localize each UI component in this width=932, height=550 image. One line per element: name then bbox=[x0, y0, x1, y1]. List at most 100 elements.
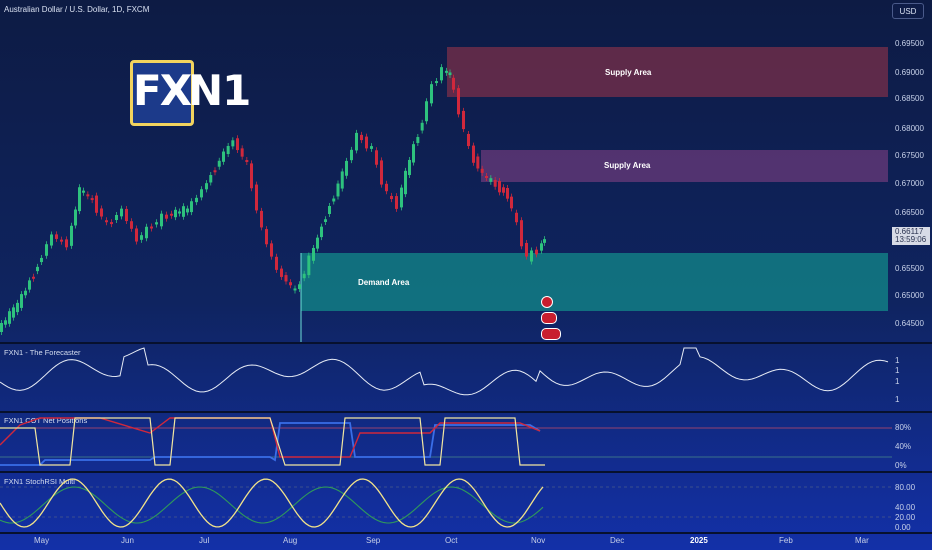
candle-body bbox=[412, 144, 415, 163]
time-tick: 2025 bbox=[690, 536, 708, 545]
current-price-label: 0.66117 13:59:06 bbox=[892, 227, 930, 245]
pane-divider[interactable] bbox=[0, 342, 932, 344]
candle-body bbox=[165, 214, 168, 219]
supply-zone-lower bbox=[481, 150, 888, 182]
candle-body bbox=[307, 255, 311, 276]
candle-body bbox=[380, 160, 383, 185]
candle-body bbox=[250, 163, 253, 189]
cot-tick: 80% bbox=[895, 423, 912, 432]
price-chart[interactable] bbox=[0, 0, 892, 343]
pane-divider[interactable] bbox=[0, 411, 932, 413]
candle-body bbox=[535, 249, 538, 255]
logo-n1-text: N1 bbox=[188, 66, 251, 115]
time-tick: Jun bbox=[121, 536, 134, 545]
candle-body bbox=[448, 72, 452, 76]
price-tick: 0.65500 bbox=[895, 264, 924, 273]
candle-body bbox=[60, 239, 63, 242]
candle-body bbox=[150, 226, 153, 229]
candle-body bbox=[467, 133, 470, 147]
candle-body bbox=[28, 280, 31, 290]
forecaster-tick: 1 bbox=[895, 395, 900, 404]
stoch-tick: 20.00 bbox=[895, 513, 916, 522]
candle-body bbox=[440, 67, 443, 81]
candle-body bbox=[222, 151, 225, 162]
time-tick: Sep bbox=[366, 536, 381, 545]
supply-area-label-lower: Supply Area bbox=[604, 161, 651, 170]
candlestick-series bbox=[0, 64, 546, 335]
candle-body bbox=[260, 210, 263, 228]
stoch-tick: 40.00 bbox=[895, 503, 916, 512]
bar-countdown: 13:59:06 bbox=[895, 235, 927, 244]
candle-body bbox=[217, 160, 221, 167]
candle-body bbox=[86, 194, 90, 197]
time-tick: Nov bbox=[531, 536, 546, 545]
candle-body bbox=[65, 239, 68, 248]
candle-body bbox=[302, 273, 306, 279]
forecaster-tick: 1 bbox=[895, 366, 900, 375]
candle-body bbox=[430, 84, 433, 104]
forecaster-tick: 1 bbox=[895, 377, 900, 386]
candle-body bbox=[145, 226, 148, 239]
candle-body bbox=[140, 235, 143, 240]
event-marker-icon[interactable] bbox=[541, 312, 557, 324]
cot-tick: 0% bbox=[895, 461, 907, 470]
candle-body bbox=[45, 244, 48, 256]
currency-button[interactable]: USD bbox=[892, 3, 924, 19]
stoch-panel[interactable] bbox=[0, 473, 892, 532]
candle-body bbox=[390, 195, 393, 200]
forecaster-panel[interactable] bbox=[0, 344, 892, 411]
candle-body bbox=[245, 160, 249, 163]
cot-panel[interactable] bbox=[0, 413, 892, 471]
stoch-tick: 0.00 bbox=[895, 523, 911, 532]
candle-body bbox=[155, 222, 158, 225]
candle-body bbox=[50, 234, 53, 246]
candle-body bbox=[350, 149, 353, 161]
event-marker-icon[interactable] bbox=[541, 296, 553, 308]
fxn1-logo bbox=[130, 60, 194, 126]
candle-body bbox=[115, 214, 118, 221]
candle-body bbox=[324, 219, 327, 223]
price-axis[interactable]: 0.69500 0.69000 0.68500 0.68000 0.67500 … bbox=[892, 0, 932, 550]
candle-body bbox=[170, 213, 173, 216]
candle-body bbox=[395, 196, 398, 209]
candle-body bbox=[8, 311, 11, 324]
candle-body bbox=[186, 208, 189, 213]
candle-body bbox=[400, 187, 403, 208]
price-tick: 0.68000 bbox=[895, 124, 924, 133]
candle-body bbox=[320, 226, 323, 238]
current-price-value: 0.66117 bbox=[895, 227, 924, 236]
candle-body bbox=[316, 237, 319, 249]
candle-body bbox=[160, 213, 163, 227]
time-tick: Mar bbox=[855, 536, 869, 545]
candle-body bbox=[200, 189, 203, 198]
candle-body bbox=[498, 181, 501, 193]
candle-body bbox=[420, 122, 424, 131]
candle-body bbox=[485, 175, 488, 178]
candle-body bbox=[236, 138, 239, 151]
candle-body bbox=[462, 110, 465, 130]
candle-body bbox=[90, 198, 94, 201]
candle-body bbox=[445, 70, 448, 73]
cot-title: FXN1 COT Net Positions bbox=[4, 416, 88, 425]
candle-body bbox=[355, 132, 358, 151]
cot-tick: 40% bbox=[895, 442, 912, 451]
price-tick: 0.65000 bbox=[895, 291, 924, 300]
chart-title: Australian Dollar / U.S. Dollar, 1D, FXC… bbox=[4, 5, 150, 14]
demand-zone bbox=[301, 253, 888, 311]
time-tick: Jul bbox=[199, 536, 210, 545]
price-tick: 0.64500 bbox=[895, 319, 924, 328]
candle-body bbox=[408, 159, 411, 176]
demand-area-label: Demand Area bbox=[358, 278, 410, 287]
candle-body bbox=[20, 294, 23, 308]
candle-body bbox=[489, 178, 493, 182]
forecaster-title: FXN1 - The Forecaster bbox=[4, 348, 81, 357]
pane-divider[interactable] bbox=[0, 532, 932, 534]
event-marker-icon[interactable] bbox=[541, 328, 561, 340]
time-tick: Aug bbox=[283, 536, 298, 545]
time-tick: Feb bbox=[779, 536, 793, 545]
pane-divider[interactable] bbox=[0, 471, 932, 473]
candle-body bbox=[95, 195, 98, 213]
candle-body bbox=[82, 190, 85, 193]
candle-body bbox=[178, 211, 181, 214]
candle-body bbox=[493, 179, 497, 187]
